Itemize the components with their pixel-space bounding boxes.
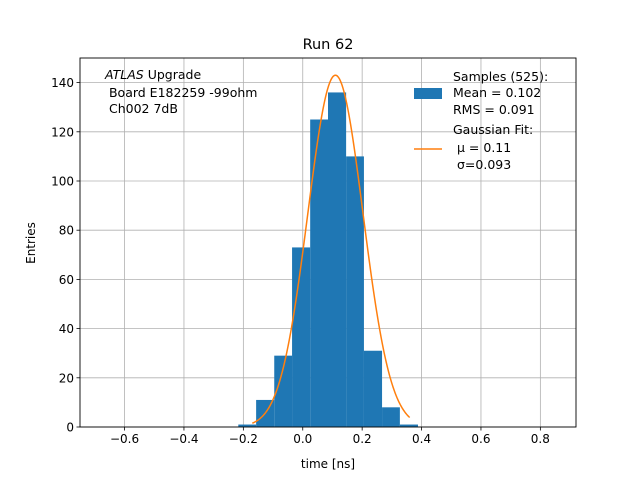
annotation-upgrade: Upgrade bbox=[144, 67, 202, 82]
y-tick-label: 120 bbox=[51, 125, 74, 139]
y-axis-label: Entries bbox=[24, 222, 38, 264]
histogram-bar bbox=[382, 407, 400, 427]
legend-fit-stat-1: μ = 0.11 bbox=[457, 140, 511, 155]
x-tick-label: 0.6 bbox=[471, 432, 490, 446]
x-axis-ticks: −0.6 −0.4 −0.2 0.0 0.2 0.4 0.6 0.8 bbox=[110, 427, 550, 446]
annotation-atlas: ATLAS bbox=[104, 67, 144, 82]
x-axis-label: time [ns] bbox=[301, 457, 355, 471]
x-tick-label: −0.4 bbox=[169, 432, 198, 446]
y-tick-label: 100 bbox=[51, 175, 74, 189]
x-tick-label: 0.0 bbox=[293, 432, 312, 446]
histogram-bar bbox=[346, 156, 364, 427]
annotation-line-1: ATLAS Upgrade bbox=[104, 67, 201, 82]
annotation-line-3: Ch002 7dB bbox=[105, 101, 178, 116]
histogram-bar bbox=[238, 424, 257, 427]
histogram-bar bbox=[328, 92, 347, 427]
plot-frame bbox=[79, 57, 577, 428]
legend: Samples (525): Mean = 0.102 RMS = 0.091 … bbox=[414, 69, 548, 172]
x-tick-label: 0.8 bbox=[531, 432, 550, 446]
legend-histogram-stat-2: RMS = 0.091 bbox=[453, 102, 535, 117]
legend-histogram-stat-1: Mean = 0.102 bbox=[453, 85, 541, 100]
y-tick-label: 60 bbox=[59, 273, 74, 287]
legend-histogram-swatch bbox=[414, 88, 442, 99]
x-tick-label: −0.6 bbox=[110, 432, 139, 446]
histogram-bar bbox=[274, 355, 293, 427]
y-tick-label: 80 bbox=[59, 224, 74, 238]
legend-fit-stat-2: σ=0.093 bbox=[457, 157, 511, 172]
histogram-bar bbox=[292, 247, 311, 427]
x-tick-label: 0.4 bbox=[412, 432, 431, 446]
histogram-bar bbox=[399, 424, 418, 427]
gaussian-fit-curve bbox=[251, 74, 411, 424]
legend-fit-label: Gaussian Fit: bbox=[453, 122, 533, 137]
chart-title: Run 62 bbox=[303, 37, 354, 53]
histogram-bar bbox=[310, 119, 328, 427]
y-axis-ticks: 0 20 40 60 80 100 120 140 bbox=[51, 76, 80, 435]
annotation-line-2: Board E182259 -99ohm bbox=[105, 85, 257, 100]
y-tick-label: 140 bbox=[51, 76, 74, 90]
x-tick-label: −0.2 bbox=[229, 432, 258, 446]
y-tick-label: 0 bbox=[66, 421, 74, 435]
y-tick-label: 40 bbox=[59, 322, 74, 336]
histogram-bar bbox=[363, 350, 383, 427]
x-tick-label: 0.2 bbox=[353, 432, 372, 446]
y-tick-label: 20 bbox=[59, 371, 74, 385]
legend-histogram-label: Samples (525): bbox=[453, 69, 548, 84]
annotation: ATLAS Upgrade Board E182259 -99ohm Ch002… bbox=[104, 67, 257, 116]
